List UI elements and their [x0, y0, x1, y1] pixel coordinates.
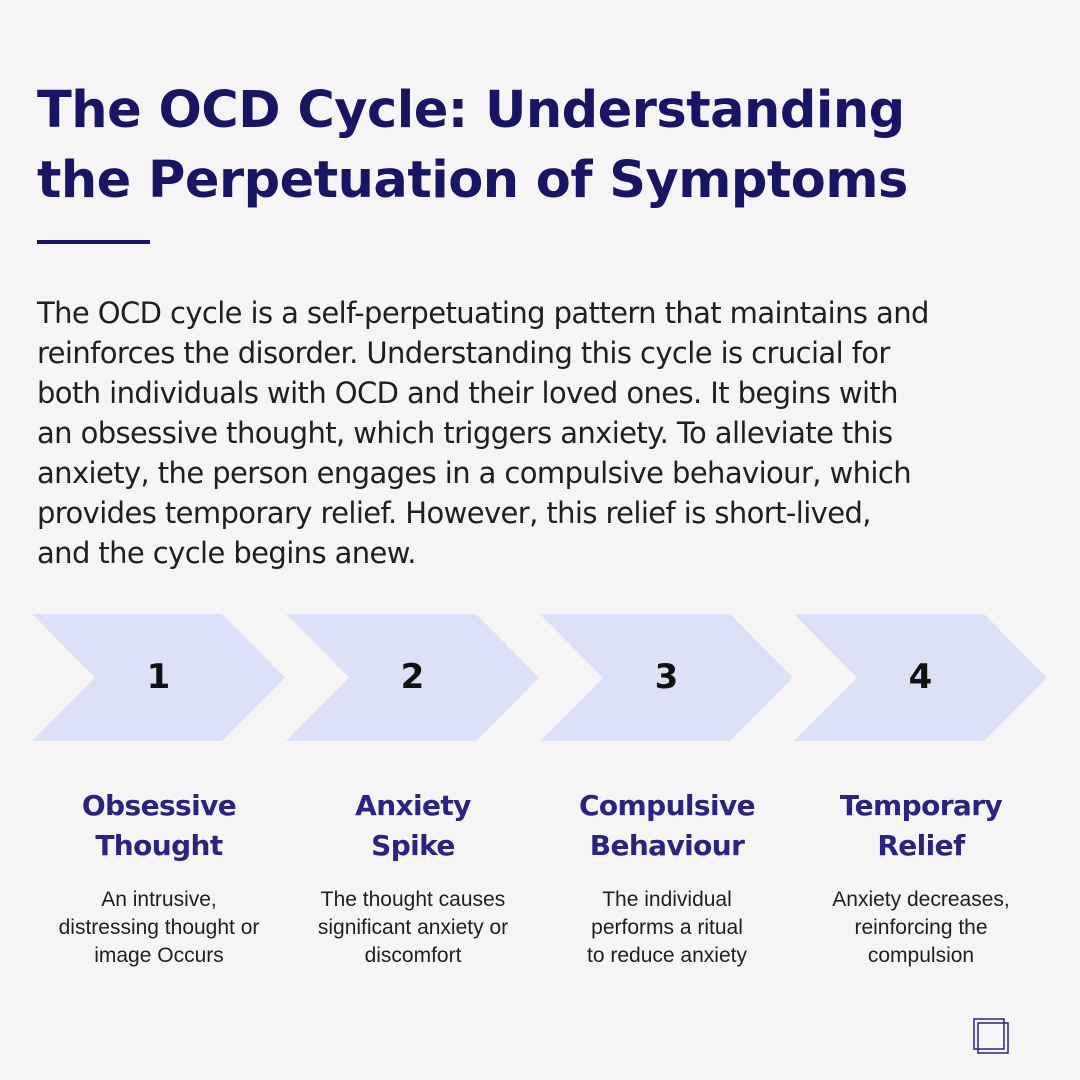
title-line-2: the Perpetuation of Symptoms — [37, 151, 908, 210]
step-heading: Anxiety Spike — [288, 786, 538, 866]
step-heading-line: Relief — [877, 829, 965, 862]
intro-line: anxiety, the person engages in a compuls… — [37, 456, 912, 490]
step-2-chevron: 2 — [286, 614, 539, 741]
cycle-steps: 1 2 3 4 — [0, 614, 1080, 741]
intro-line: provides temporary relief. However, this… — [37, 496, 872, 530]
step-3-chevron: 3 — [540, 614, 793, 741]
step-4-text: Temporary Relief Anxiety decreases, rein… — [796, 786, 1046, 970]
step-description: Anxiety decreases, reinforcing the compu… — [796, 886, 1046, 970]
intro-line: reinforces the disorder. Understanding t… — [37, 336, 890, 370]
step-heading-line: Temporary — [839, 789, 1003, 822]
step-heading-line: Behaviour — [589, 829, 745, 862]
title-line-1: The OCD Cycle: Understanding — [37, 81, 905, 140]
step-description-line: compulsion — [867, 944, 975, 967]
step-heading-line: Thought — [95, 829, 223, 862]
step-description-line: discomfort — [364, 944, 462, 967]
chevron-fill — [540, 614, 793, 741]
step-number: 1 — [146, 657, 171, 697]
intro-line: The OCD cycle is a self-perpetuating pat… — [37, 296, 929, 330]
step-number: 4 — [908, 657, 933, 697]
step-heading-line: Compulsive — [578, 789, 756, 822]
step-description-line: image Occurs — [94, 944, 224, 967]
step-heading: Obsessive Thought — [34, 786, 284, 866]
step-heading: Compulsive Behaviour — [542, 786, 792, 866]
step-description-line: to reduce anxiety — [587, 944, 747, 967]
step-1-chevron: 1 — [32, 614, 285, 741]
step-description-line: reinforcing the — [854, 916, 988, 939]
step-4-chevron: 4 — [794, 614, 1047, 741]
step-description-line: Anxiety decreases, — [832, 888, 1010, 911]
step-description-line: The individual — [602, 888, 732, 911]
chevron-shape — [286, 614, 539, 741]
chevron-fill — [794, 614, 1047, 741]
step-number: 2 — [400, 657, 425, 697]
page-title: The OCD Cycle: Understanding the Perpetu… — [37, 76, 1037, 216]
chevron-fill — [32, 614, 285, 741]
chevron-shape — [540, 614, 793, 741]
step-heading-line: Anxiety — [355, 789, 471, 822]
intro-paragraph: The OCD cycle is a self-perpetuating pat… — [37, 293, 1047, 573]
step-1-text: Obsessive Thought An intrusive, distress… — [34, 786, 284, 970]
overlapping-squares-icon — [973, 1018, 1009, 1054]
step-description: An intrusive, distressing thought or ima… — [34, 886, 284, 970]
step-3-text: Compulsive Behaviour The individual perf… — [542, 786, 792, 970]
step-heading-line: Obsessive — [81, 789, 237, 822]
chevron-shape — [32, 614, 285, 741]
intro-line: both individuals with OCD and their love… — [37, 376, 899, 410]
step-description-line: The thought causes — [320, 888, 506, 911]
step-2-text: Anxiety Spike The thought causes signifi… — [288, 786, 538, 970]
step-description-line: significant anxiety or — [317, 916, 509, 939]
intro-line: an obsessive thought, which triggers anx… — [37, 416, 893, 450]
step-description-line: An intrusive, — [101, 888, 217, 911]
step-heading-line: Spike — [371, 829, 455, 862]
title-underline — [37, 240, 150, 244]
step-heading: Temporary Relief — [796, 786, 1046, 866]
chevron-shape — [794, 614, 1047, 741]
step-number: 3 — [654, 657, 679, 697]
chevron-fill — [286, 614, 539, 741]
step-description: The thought causes significant anxiety o… — [288, 886, 538, 970]
intro-line: and the cycle begins anew. — [37, 536, 416, 570]
step-description-line: performs a ritual — [591, 916, 743, 939]
step-description: The individual performs a ritual to redu… — [542, 886, 792, 970]
step-description-line: distressing thought or — [58, 916, 260, 939]
